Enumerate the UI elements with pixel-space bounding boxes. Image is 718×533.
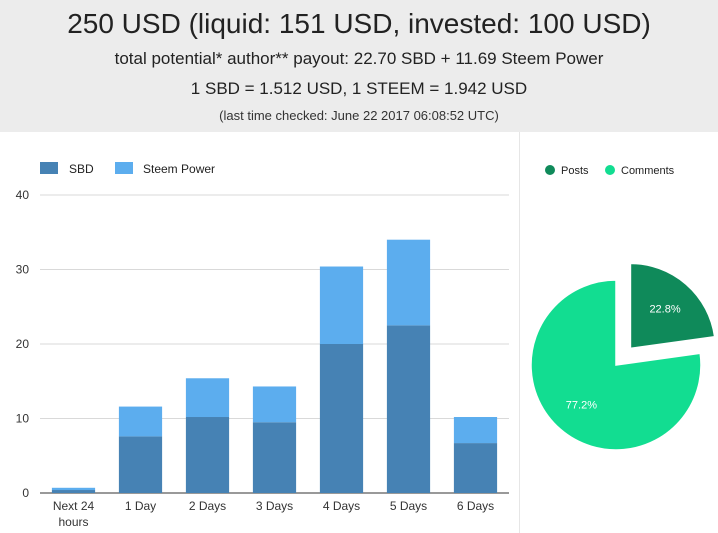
legend-label-comments: Comments — [621, 165, 675, 177]
legend-swatch-steem-power — [115, 162, 133, 174]
pie-legend: Posts Comments — [545, 165, 675, 177]
bar-segment — [453, 417, 498, 444]
last-checked-text: (last time checked: June 22 2017 06:08:5… — [219, 108, 499, 123]
legend-swatch-sbd — [40, 162, 58, 174]
pie-value-label: 77.2% — [566, 400, 597, 412]
bar-marks — [51, 239, 498, 493]
bar-segment — [319, 344, 364, 493]
legend-label-steem-power: Steem Power — [143, 162, 215, 176]
bar-segment — [319, 266, 364, 344]
total-value-title: 250 USD (liquid: 151 USD, invested: 100 … — [67, 8, 651, 39]
legend-swatch-comments — [605, 165, 615, 175]
summary-header: 250 USD (liquid: 151 USD, invested: 100 … — [0, 0, 718, 132]
bar-segment — [185, 378, 230, 418]
bar-legend: SBD Steem Power — [40, 162, 215, 176]
pie-slices — [530, 262, 716, 451]
legend-label-posts: Posts — [561, 165, 589, 177]
x-tick-label: Next 24 — [53, 499, 95, 513]
pie-slice — [629, 262, 716, 350]
bar-segment — [386, 325, 431, 493]
exchange-rates-text: 1 SBD = 1.512 USD, 1 STEEM = 1.942 USD — [190, 79, 528, 98]
x-tick-label: 3 Days — [256, 499, 293, 513]
pie-value-labels: 22.8% 77.2% — [566, 304, 681, 412]
bar-segment — [51, 487, 96, 491]
bar-segment — [51, 490, 96, 493]
x-tick-label: hours — [58, 515, 88, 529]
bar-segment — [118, 406, 163, 437]
pie-slice — [530, 279, 702, 451]
panel-divider — [519, 132, 520, 533]
y-tick-label: 30 — [16, 263, 30, 277]
potential-payout-text: total potential* author** payout: 22.70 … — [114, 49, 604, 68]
y-axis-tick-labels: 0 10 20 30 40 — [16, 188, 30, 500]
bar-segment — [453, 443, 498, 493]
legend-swatch-posts — [545, 165, 555, 175]
posts-comments-pie-chart: Posts Comments 22.8% 77.2% — [530, 165, 716, 451]
bar-segment — [118, 436, 163, 493]
bar-segment — [252, 386, 297, 423]
x-tick-label: 4 Days — [323, 499, 360, 513]
pie-value-label: 22.8% — [649, 304, 680, 316]
x-tick-label: 1 Day — [125, 499, 156, 513]
bar-segment — [252, 422, 297, 493]
y-tick-label: 0 — [22, 486, 29, 500]
legend-label-sbd: SBD — [69, 162, 94, 176]
y-tick-label: 40 — [16, 188, 30, 202]
payout-bar-chart: SBD Steem Power 0 10 20 30 40 Next 24 hours 1 … — [16, 162, 509, 529]
x-tick-label: 2 Days — [189, 499, 226, 513]
y-tick-label: 10 — [16, 412, 30, 426]
y-tick-label: 20 — [16, 337, 30, 351]
x-tick-label: 6 Days — [457, 499, 494, 513]
x-axis-tick-labels: Next 24 hours 1 Day 2 Days 3 Days 4 Days 5 Day… — [53, 499, 494, 529]
y-gridlines — [40, 194, 509, 494]
x-tick-label: 5 Days — [390, 499, 427, 513]
bar-segment — [185, 417, 230, 493]
bar-segment — [386, 239, 431, 326]
